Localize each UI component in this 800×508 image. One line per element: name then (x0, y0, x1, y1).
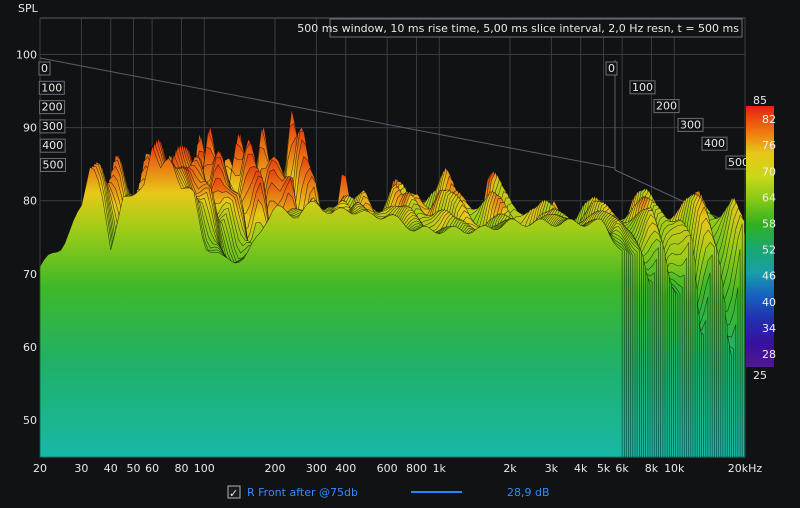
time-tick-box (605, 61, 618, 76)
y-axis-title: SPL (18, 2, 39, 15)
y-tick-label: 100 (16, 49, 37, 62)
colorbar-min-label: 25 (753, 369, 767, 382)
x-tick-label: 30 (74, 462, 88, 475)
time-axis-ticks-left: 0 100 200 300 400 500 (38, 61, 66, 172)
time-tick-box (40, 158, 66, 172)
x-tick-label: 20 (33, 462, 47, 475)
colorbar-tick-label: 64 (762, 191, 776, 204)
colorbar-tick-label: 34 (762, 322, 776, 335)
legend-value: 28,9 dB (507, 486, 550, 499)
x-tick-label: 800 (406, 462, 427, 475)
colorbar-max-label: 85 (753, 94, 767, 107)
y-tick-label: 50 (23, 414, 37, 427)
time-tick-box (677, 117, 704, 132)
colorbar-scale (746, 106, 774, 367)
x-tick-label: 100 (194, 462, 215, 475)
colorbar-tick-label: 28 (762, 348, 776, 361)
legend: ✓ R Front after @75db 28,9 dB (227, 485, 550, 500)
x-tick-label: 40 (104, 462, 118, 475)
time-tick-label: 0 (608, 62, 615, 75)
colorbar: 85 25 82 76 70 64 58 52 46 40 34 28 (746, 94, 776, 382)
colorbar-tick-label: 70 (762, 165, 776, 178)
x-tick-label: 5k (597, 462, 611, 475)
time-tick-box (653, 99, 680, 114)
time-tick-label: 400 (704, 137, 725, 150)
info-box: 500 ms window, 10 ms rise time, 5,00 ms … (297, 18, 743, 38)
x-tick-label: 20kHz (728, 462, 763, 475)
time-tick-box (39, 119, 66, 134)
time-tick-label: 200 (656, 100, 677, 113)
y-tick-label: 90 (23, 122, 37, 135)
x-tick-label: 300 (306, 462, 327, 475)
y-tick-label: 80 (23, 195, 37, 208)
time-tick-label: 300 (680, 118, 701, 131)
x-tick-label: 8k (645, 462, 659, 475)
waterfall-surface (40, 109, 745, 457)
time-tick-box (38, 61, 51, 76)
x-tick-label: 6k (615, 462, 629, 475)
x-tick-label: 4k (574, 462, 588, 475)
waterfall-slice (40, 144, 623, 457)
x-tick-label: 2k (503, 462, 517, 475)
x-tick-label: 80 (174, 462, 188, 475)
legend-series-name: R Front after @75db (247, 486, 358, 499)
colorbar-tick-label: 40 (762, 296, 776, 309)
x-tick-label: 50 (127, 462, 141, 475)
x-tick-label: 60 (145, 462, 159, 475)
x-axis-ticks: 20 30 40 50 60 80 100 200 300 400 600 800 1k 2k 3k 4k 5k… (33, 462, 762, 475)
time-tick-label: 400 (42, 139, 63, 152)
colorbar-tick-label: 58 (762, 217, 776, 230)
check-icon: ✓ (229, 487, 238, 500)
time-tick-label: 500 (43, 159, 64, 172)
y-axis-ticks: 100 90 80 70 60 50 (16, 49, 37, 428)
time-tick-label: 300 (42, 120, 63, 133)
x-tick-label: 3k (545, 462, 559, 475)
time-tick-box (629, 80, 656, 95)
colorbar-tick-label: 46 (762, 270, 776, 283)
time-tick-box (38, 80, 65, 95)
time-tick-label: 100 (632, 81, 653, 94)
y-tick-label: 60 (23, 341, 37, 354)
x-tick-label: 600 (377, 462, 398, 475)
time-tick-box (701, 136, 728, 151)
x-tick-label: 400 (335, 462, 356, 475)
y-tick-label: 70 (23, 268, 37, 281)
info-text: 500 ms window, 10 ms rise time, 5,00 ms … (297, 22, 739, 35)
time-tick-label: 0 (41, 62, 48, 75)
colorbar-tick-label: 52 (762, 244, 776, 257)
legend-checkbox[interactable]: ✓ (227, 485, 241, 500)
colorbar-tick-label: 82 (762, 113, 776, 126)
time-tick-label: 200 (42, 101, 63, 114)
x-tick-label: 10k (664, 462, 685, 475)
time-tick-label: 100 (41, 81, 62, 94)
colorbar-tick-label: 76 (762, 139, 776, 152)
time-tick-box (39, 100, 66, 115)
time-tick-label: 500 (728, 156, 749, 169)
time-tick-box (39, 138, 66, 153)
x-tick-label: 1k (433, 462, 447, 475)
x-tick-label: 200 (265, 462, 286, 475)
